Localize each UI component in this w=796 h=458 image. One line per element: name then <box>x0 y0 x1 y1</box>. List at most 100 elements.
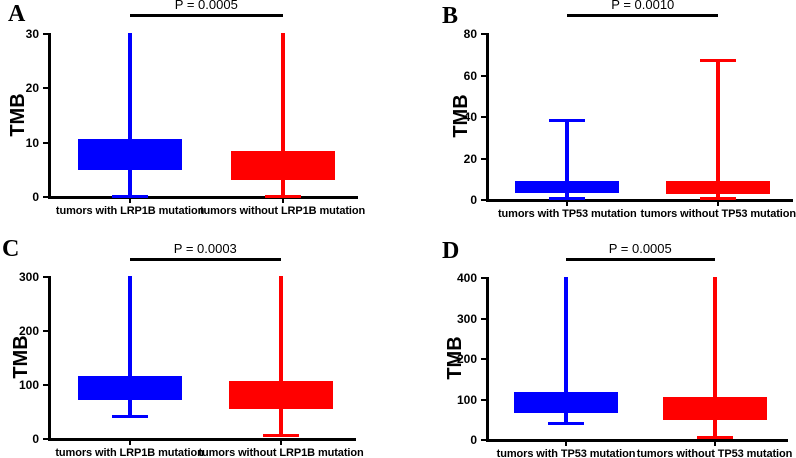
category-label: tumors without LRP1B mutation <box>199 205 366 217</box>
panel-letter: C <box>2 236 20 262</box>
category-label: tumors without LRP1B mutation <box>198 447 364 458</box>
y-tick-label: 80 <box>463 27 477 41</box>
whisker-cap-high <box>700 58 737 62</box>
panel-letter: B <box>442 3 459 29</box>
box <box>229 381 334 410</box>
box <box>230 151 335 180</box>
panel-letter: D <box>442 238 460 264</box>
p-value-label: P = 0.0003 <box>173 241 237 256</box>
panel-letter: A <box>8 1 26 27</box>
whisker-line <box>128 33 133 196</box>
y-tick-label: 0 <box>470 193 477 207</box>
y-tick <box>481 439 486 441</box>
y-tick-label: 0 <box>470 433 477 447</box>
x-tick <box>565 442 567 446</box>
whisker-cap-low <box>696 435 733 439</box>
box <box>77 375 182 401</box>
significance-bar <box>130 14 283 17</box>
x-axis-line <box>48 196 358 199</box>
category-label: tumors without TP53 mutation <box>636 448 793 458</box>
y-tick <box>43 384 48 386</box>
whisker-cap-low <box>700 197 737 201</box>
y-tick <box>43 330 48 332</box>
y-tick <box>43 196 48 198</box>
y-tick-label: 100 <box>456 392 477 407</box>
y-tick <box>481 317 486 320</box>
y-tick-label: 400 <box>456 271 477 285</box>
x-tick <box>129 199 132 203</box>
y-tick <box>481 398 486 401</box>
y-tick-label: 60 <box>463 68 477 83</box>
y-tick-label: 10 <box>25 135 39 150</box>
box <box>662 397 767 420</box>
y-tick <box>481 116 486 118</box>
panel-A: A TMB 0 10 20 30 tumors with LRP1B mutation tum… <box>0 0 398 229</box>
whisker-line <box>564 277 568 423</box>
x-axis-line <box>48 438 356 441</box>
p-value-label: P = 0.0005 <box>174 0 238 12</box>
y-tick-label: 200 <box>18 324 39 338</box>
y-axis-line <box>486 33 489 202</box>
y-tick <box>481 358 486 360</box>
x-tick <box>713 442 716 446</box>
y-tick <box>481 74 486 77</box>
whisker-line <box>712 277 717 437</box>
x-tick <box>280 441 283 445</box>
y-axis-line <box>48 276 51 441</box>
whisker-cap-low <box>112 195 149 198</box>
p-value-label: P = 0.0005 <box>608 241 672 256</box>
category-label: tumors with LRP1B mutation <box>55 205 205 217</box>
whisker-cap-low <box>548 421 584 425</box>
panel-D: D TMB 0 100 200 300 400 tumors with TP53 mutati… <box>398 229 796 458</box>
y-tick-label: 30 <box>25 27 39 41</box>
box <box>515 181 620 193</box>
whisker-cap-low <box>549 196 586 200</box>
panel-B: B TMB 0 20 40 60 80 tumors with TP53 mutation tu… <box>398 0 796 229</box>
whisker-cap-low <box>263 434 300 438</box>
y-tick <box>43 438 48 440</box>
whisker-line <box>280 33 285 196</box>
y-tick <box>481 199 486 201</box>
whisker-line <box>127 276 132 417</box>
y-tick <box>43 33 48 35</box>
whisker-cap-low <box>264 195 301 198</box>
y-tick <box>481 157 486 160</box>
y-tick <box>481 33 486 35</box>
box <box>514 392 618 414</box>
whisker-cap-low <box>111 415 148 419</box>
significance-bar <box>567 14 719 17</box>
y-tick-label: 0 <box>32 432 39 446</box>
y-tick <box>481 277 486 279</box>
whisker-line <box>279 276 284 436</box>
x-tick <box>281 199 284 203</box>
category-label: tumors with TP53 mutation <box>496 448 636 458</box>
y-tick-label: 300 <box>18 270 39 284</box>
whisker-line <box>565 120 570 198</box>
x-axis-line <box>486 439 788 442</box>
y-axis-line <box>486 277 489 442</box>
y-tick <box>43 276 48 278</box>
y-tick-label: 20 <box>25 81 39 96</box>
category-label: tumors with LRP1B mutation <box>55 447 204 458</box>
significance-bar <box>566 258 715 261</box>
x-tick <box>717 202 720 206</box>
x-tick <box>128 441 131 445</box>
x-tick <box>566 202 569 206</box>
y-tick <box>43 141 48 144</box>
panel-C: C TMB 0 100 200 300 tumors with LRP1B mutation… <box>0 229 398 458</box>
category-label: tumors with TP53 mutation <box>497 208 637 220</box>
whisker-line <box>716 59 721 199</box>
y-tick <box>43 87 48 90</box>
whisker-cap-high <box>549 119 586 123</box>
y-tick-label: 20 <box>463 151 477 166</box>
y-tick-label: 200 <box>456 352 477 366</box>
y-tick-label: 100 <box>18 378 39 392</box>
category-label: tumors without TP53 mutation <box>640 208 796 220</box>
p-value-label: P = 0.0010 <box>611 0 675 12</box>
box <box>666 181 771 195</box>
y-tick-label: 40 <box>463 110 477 124</box>
y-tick-label: 300 <box>456 311 477 326</box>
box <box>78 138 183 171</box>
x-axis-line <box>486 199 793 202</box>
